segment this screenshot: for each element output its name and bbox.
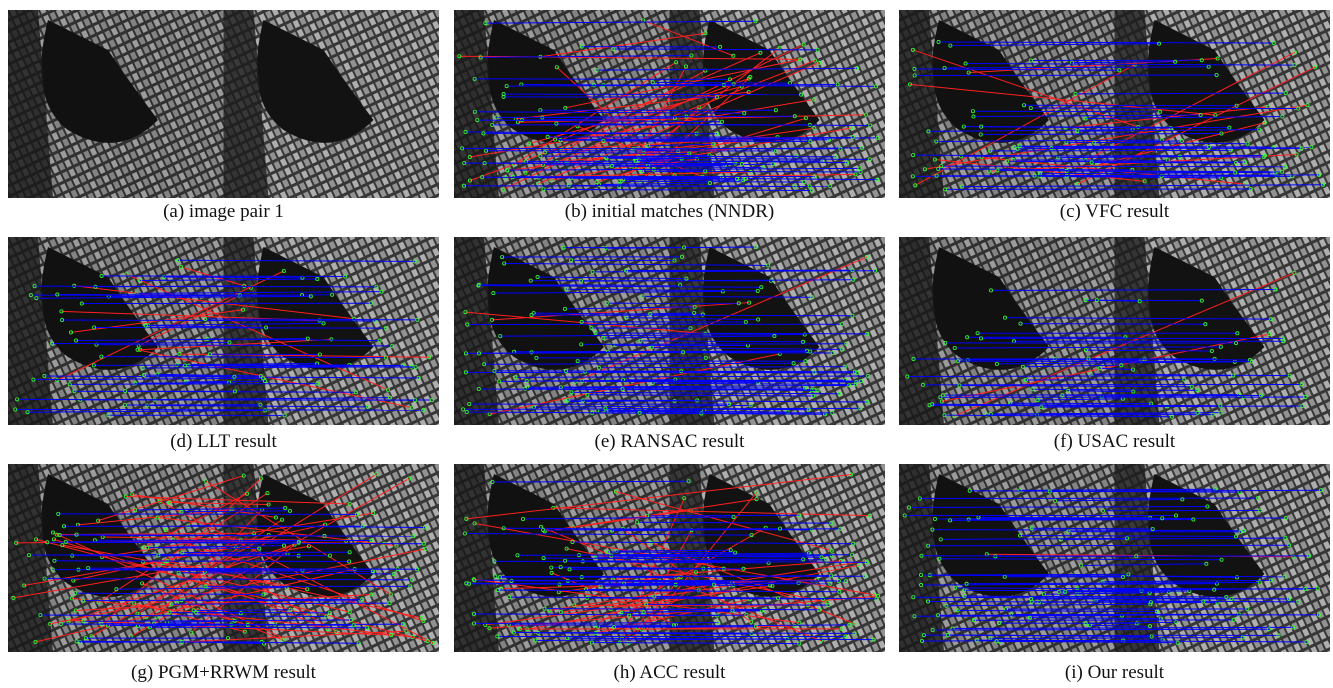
match-line: [57, 295, 302, 296]
match-image: [899, 464, 1330, 652]
match-line: [102, 276, 346, 277]
match-line: [196, 612, 330, 613]
match-line: [646, 604, 828, 605]
match-image: [899, 237, 1330, 425]
caption: (g) PGM+RRWM result: [8, 662, 439, 684]
match-line: [474, 580, 838, 581]
shade: [899, 464, 1115, 652]
caption: (f) USAC result: [899, 431, 1330, 453]
match-line: [517, 555, 852, 556]
caption: (c) VFC result: [899, 201, 1330, 223]
match-line: [58, 514, 357, 515]
match-image: [454, 10, 885, 198]
match-line: [581, 344, 846, 345]
caption: (h) ACC result: [454, 662, 885, 684]
image-half: [454, 237, 670, 425]
match-image: [454, 464, 885, 652]
shade: [224, 10, 440, 198]
match-line: [150, 627, 367, 628]
match-line: [475, 79, 730, 80]
match-line: [1020, 324, 1205, 325]
shade: [1115, 10, 1331, 198]
caption: (d) LLT result: [8, 431, 439, 453]
match-line: [603, 141, 810, 142]
caption: (a) image pair 1: [8, 201, 439, 223]
match-line: [540, 156, 836, 157]
image-half: [8, 10, 224, 198]
shade: [454, 237, 670, 425]
match-image: [454, 237, 885, 425]
shade: [670, 10, 886, 198]
match-image: [8, 237, 439, 425]
match-line: [973, 111, 1160, 112]
image-half: [670, 10, 886, 198]
match-line: [504, 94, 801, 95]
match-line: [15, 409, 423, 410]
match-line: [921, 556, 1136, 557]
match-line: [629, 615, 746, 616]
image-half: [224, 10, 440, 198]
match-line: [54, 561, 349, 562]
shade: [8, 10, 224, 198]
figure: (a) image pair 1 (b) initial matches (NND…: [0, 0, 1333, 688]
match-line: [1024, 105, 1237, 106]
match-line: [647, 515, 799, 516]
match-image: [8, 10, 439, 198]
caption: (b) initial matches (NNDR): [454, 201, 885, 223]
caption: (i) Our result: [899, 662, 1330, 684]
match-line: [1031, 108, 1299, 109]
image-half: [899, 464, 1115, 652]
match-image: [8, 464, 439, 652]
match-line: [570, 569, 744, 570]
image-half: [1115, 10, 1331, 198]
caption: (e) RANSAC result: [454, 431, 885, 453]
shade: [8, 237, 224, 425]
match-line: [1032, 602, 1151, 603]
image-half: [8, 237, 224, 425]
match-image: [899, 10, 1330, 198]
match-line: [921, 574, 1128, 575]
match-line: [608, 552, 735, 553]
